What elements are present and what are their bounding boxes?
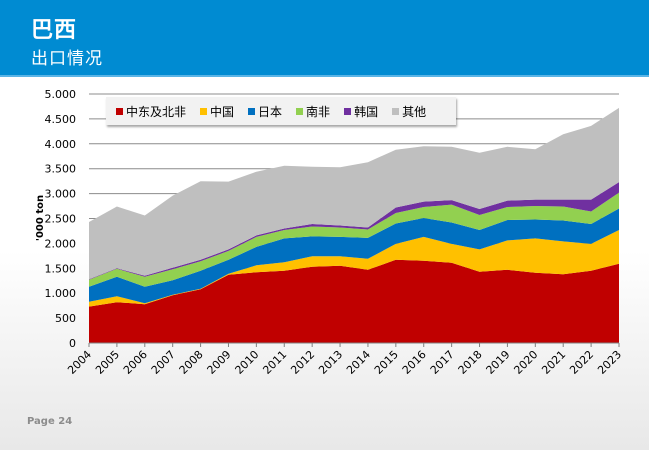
legend-swatch	[344, 107, 352, 115]
legend-item: 中东及北非	[116, 103, 186, 120]
x-tick-label: 2020	[511, 348, 540, 377]
area-2	[89, 230, 619, 307]
y-tick-label: 0	[69, 337, 76, 350]
x-tick-label: 2016	[400, 348, 429, 377]
y-tick-label: 1.000	[45, 287, 77, 300]
legend-label: 南非	[306, 104, 331, 119]
x-tick-label: 2015	[372, 348, 401, 377]
legend-item: 韩国	[344, 103, 378, 120]
x-tick-label: 2021	[539, 348, 568, 377]
x-tick-label: 2009	[205, 348, 234, 377]
legend-item: 南非	[296, 103, 330, 120]
x-tick-label: 2023	[595, 348, 624, 377]
legend-swatch	[200, 107, 208, 115]
page-number: Page 24	[27, 416, 73, 427]
area-1	[89, 259, 619, 343]
x-tick-label: 2013	[316, 348, 345, 377]
legend-swatch	[248, 107, 256, 115]
x-tick-label: 2014	[344, 348, 373, 377]
y-tick-label: 2.500	[45, 213, 77, 226]
y-tick-labels: 0 500 1.000 1.500 2.000 2.500 3.000 3.500 4.000 4…	[45, 88, 77, 350]
x-tick-label: 2004	[65, 348, 94, 377]
legend-label: 韩国	[354, 104, 379, 119]
legend-item: 中国	[200, 103, 234, 120]
legend-label: 日本	[258, 104, 283, 119]
x-tick-label: 2011	[260, 348, 289, 377]
legend-label: 其他	[402, 104, 427, 119]
y-tick-label: 1.500	[45, 262, 77, 275]
legend-item: 其他	[392, 103, 426, 120]
legend-item: 日本	[248, 103, 282, 120]
x-tick-label: 2018	[456, 348, 485, 377]
x-tick-label: 2006	[121, 348, 150, 377]
legend-swatch	[296, 107, 304, 115]
legend-label: 中东及北非	[126, 104, 187, 119]
area-3	[89, 208, 619, 304]
x-tick-label: 2019	[484, 348, 513, 377]
x-tick-label: 2022	[567, 348, 596, 377]
legend-swatch	[116, 107, 123, 115]
legend-swatch	[392, 107, 400, 115]
x-tick-label: 2007	[149, 348, 178, 377]
y-tick-label: 5.000	[45, 88, 77, 101]
y-tick-label: 3.500	[45, 163, 77, 176]
header-banner: 巴西 出口情况	[0, 0, 649, 77]
x-tick-labels: 2004200520062007200820092010201120122013…	[65, 348, 624, 377]
area-6	[89, 107, 619, 280]
page-subtitle: 出口情况	[31, 49, 103, 69]
legend-label: 中国	[210, 104, 235, 119]
x-tick-label: 2008	[177, 348, 206, 377]
x-tick-label: 2005	[93, 348, 122, 377]
x-tick-label: 2017	[428, 348, 457, 377]
y-tick-label: 4.000	[45, 138, 77, 151]
chart-legend: 中东及北非 中国 日本 南非 韩国 其他	[106, 97, 456, 125]
y-tick-label: 3.000	[45, 188, 77, 201]
y-tick-label: 4.500	[45, 113, 77, 126]
area-4	[89, 192, 619, 287]
area-series	[89, 107, 619, 343]
y-axis-title: '000 ton	[35, 195, 46, 241]
x-tick-label: 2010	[232, 348, 261, 377]
axes	[88, 342, 620, 347]
y-tick-label: 2.000	[45, 237, 77, 250]
y-tick-label: 500	[55, 312, 76, 325]
x-tick-label: 2012	[288, 348, 317, 377]
page-title: 巴西	[31, 18, 78, 43]
